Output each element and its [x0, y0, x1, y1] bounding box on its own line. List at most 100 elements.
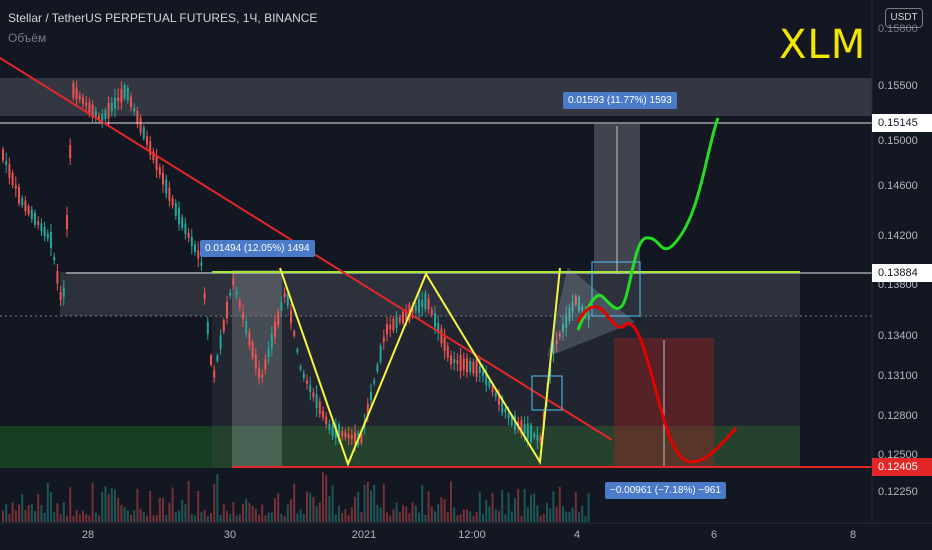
volume-bar [456, 515, 459, 522]
candle-body [251, 342, 254, 358]
price-tag-upper: 0.15145 [872, 114, 932, 132]
measure-label-up: 0.01593 (11.77%) 1593 [563, 92, 677, 109]
volume-bar [430, 506, 433, 522]
candle-body [219, 335, 222, 349]
volume-bar [296, 513, 299, 522]
candle-body [274, 321, 276, 338]
candle-body [280, 302, 283, 311]
candle-body [120, 88, 123, 103]
volume-bar [62, 502, 65, 522]
measure-label-left: 0.01494 (12.05%) 1494 [200, 240, 315, 257]
candle-body [325, 416, 328, 425]
volume-bar [152, 515, 155, 522]
candle-body [59, 291, 62, 301]
candle-body [462, 358, 465, 371]
time-axis-label: 2021 [351, 529, 377, 541]
candle-body [424, 293, 427, 310]
candle-body [40, 223, 43, 231]
price-axis-label: 0.14600 [878, 180, 918, 192]
candle-body [203, 292, 206, 300]
candle-body [98, 115, 100, 120]
candle-body [2, 149, 4, 161]
volume-bar [181, 499, 184, 522]
volume-bar [18, 504, 20, 522]
candle-body [210, 355, 212, 365]
candle-body [216, 355, 219, 361]
candle-body [238, 300, 241, 309]
volume-bar [334, 514, 337, 522]
volume-bar [216, 474, 219, 522]
volume-bar [568, 511, 571, 522]
volume-bar [258, 514, 260, 522]
volume-bar [402, 505, 404, 522]
volume-bar [69, 487, 72, 522]
volume-bar [168, 502, 171, 522]
volume-bar [37, 493, 40, 522]
volume-bar [382, 483, 385, 522]
candle-body [293, 331, 296, 337]
candle-body [338, 424, 340, 442]
volume-bar [43, 512, 46, 522]
candle-body [312, 392, 315, 398]
candle-body [126, 88, 129, 101]
volume-bar [469, 511, 472, 522]
volume-bar [392, 509, 395, 522]
volume-bar [98, 515, 100, 522]
candle-body [30, 209, 33, 220]
volume-bar [30, 503, 33, 522]
candle-body [69, 145, 72, 159]
volume-bar [478, 492, 481, 522]
bearish-projection [576, 305, 738, 464]
candle-body [360, 433, 363, 444]
candle-body [565, 314, 568, 328]
support-zone [0, 426, 800, 468]
candle-body [277, 311, 280, 326]
price-axis-label: 0.12800 [878, 410, 918, 422]
candle-body [453, 359, 456, 363]
volume-bar [488, 506, 491, 522]
volume-bar [206, 515, 209, 522]
candle-body [520, 420, 523, 434]
candle-body [171, 198, 174, 206]
candle-body [88, 102, 91, 113]
volume-bar [21, 494, 24, 522]
volume-bar [386, 512, 388, 522]
volume-bar [379, 507, 382, 522]
currency-button[interactable]: USDT [885, 8, 923, 28]
candle-body [568, 307, 571, 322]
candle-body [133, 107, 136, 112]
volume-bar [341, 512, 344, 522]
volume-bar [491, 492, 494, 522]
candle-body [440, 328, 443, 344]
volume-bar [72, 515, 75, 522]
volume-bar [533, 493, 536, 522]
candle-body [395, 316, 398, 328]
volume-bar [514, 497, 516, 522]
volume-bar [293, 483, 296, 522]
volume-bar [357, 491, 360, 522]
volume-bar [11, 502, 14, 522]
volume-indicator-label[interactable]: Объём [8, 31, 47, 45]
volume-bar [510, 511, 513, 522]
candle-body [75, 88, 78, 100]
volume-bar [562, 506, 564, 522]
volume-bar [414, 505, 417, 522]
symbol-title[interactable]: Stellar / TetherUS PERPETUAL FUTURES, 1Ч… [8, 11, 318, 25]
volume-bar [395, 502, 398, 522]
candle-body [536, 434, 539, 441]
candle-body [446, 346, 449, 358]
candle-body [299, 366, 302, 370]
volume-bar [440, 497, 443, 522]
volume-bar [40, 505, 43, 522]
volume-bar [338, 505, 340, 522]
candle-body [146, 136, 148, 145]
candle-body [555, 340, 558, 344]
candle-body [72, 83, 75, 98]
time-axis-label: 6 [710, 529, 718, 541]
volume-bar [222, 504, 225, 522]
candle-body [539, 436, 542, 443]
time-axis-label: 12:00 [458, 529, 486, 541]
volume-bar [130, 514, 132, 522]
